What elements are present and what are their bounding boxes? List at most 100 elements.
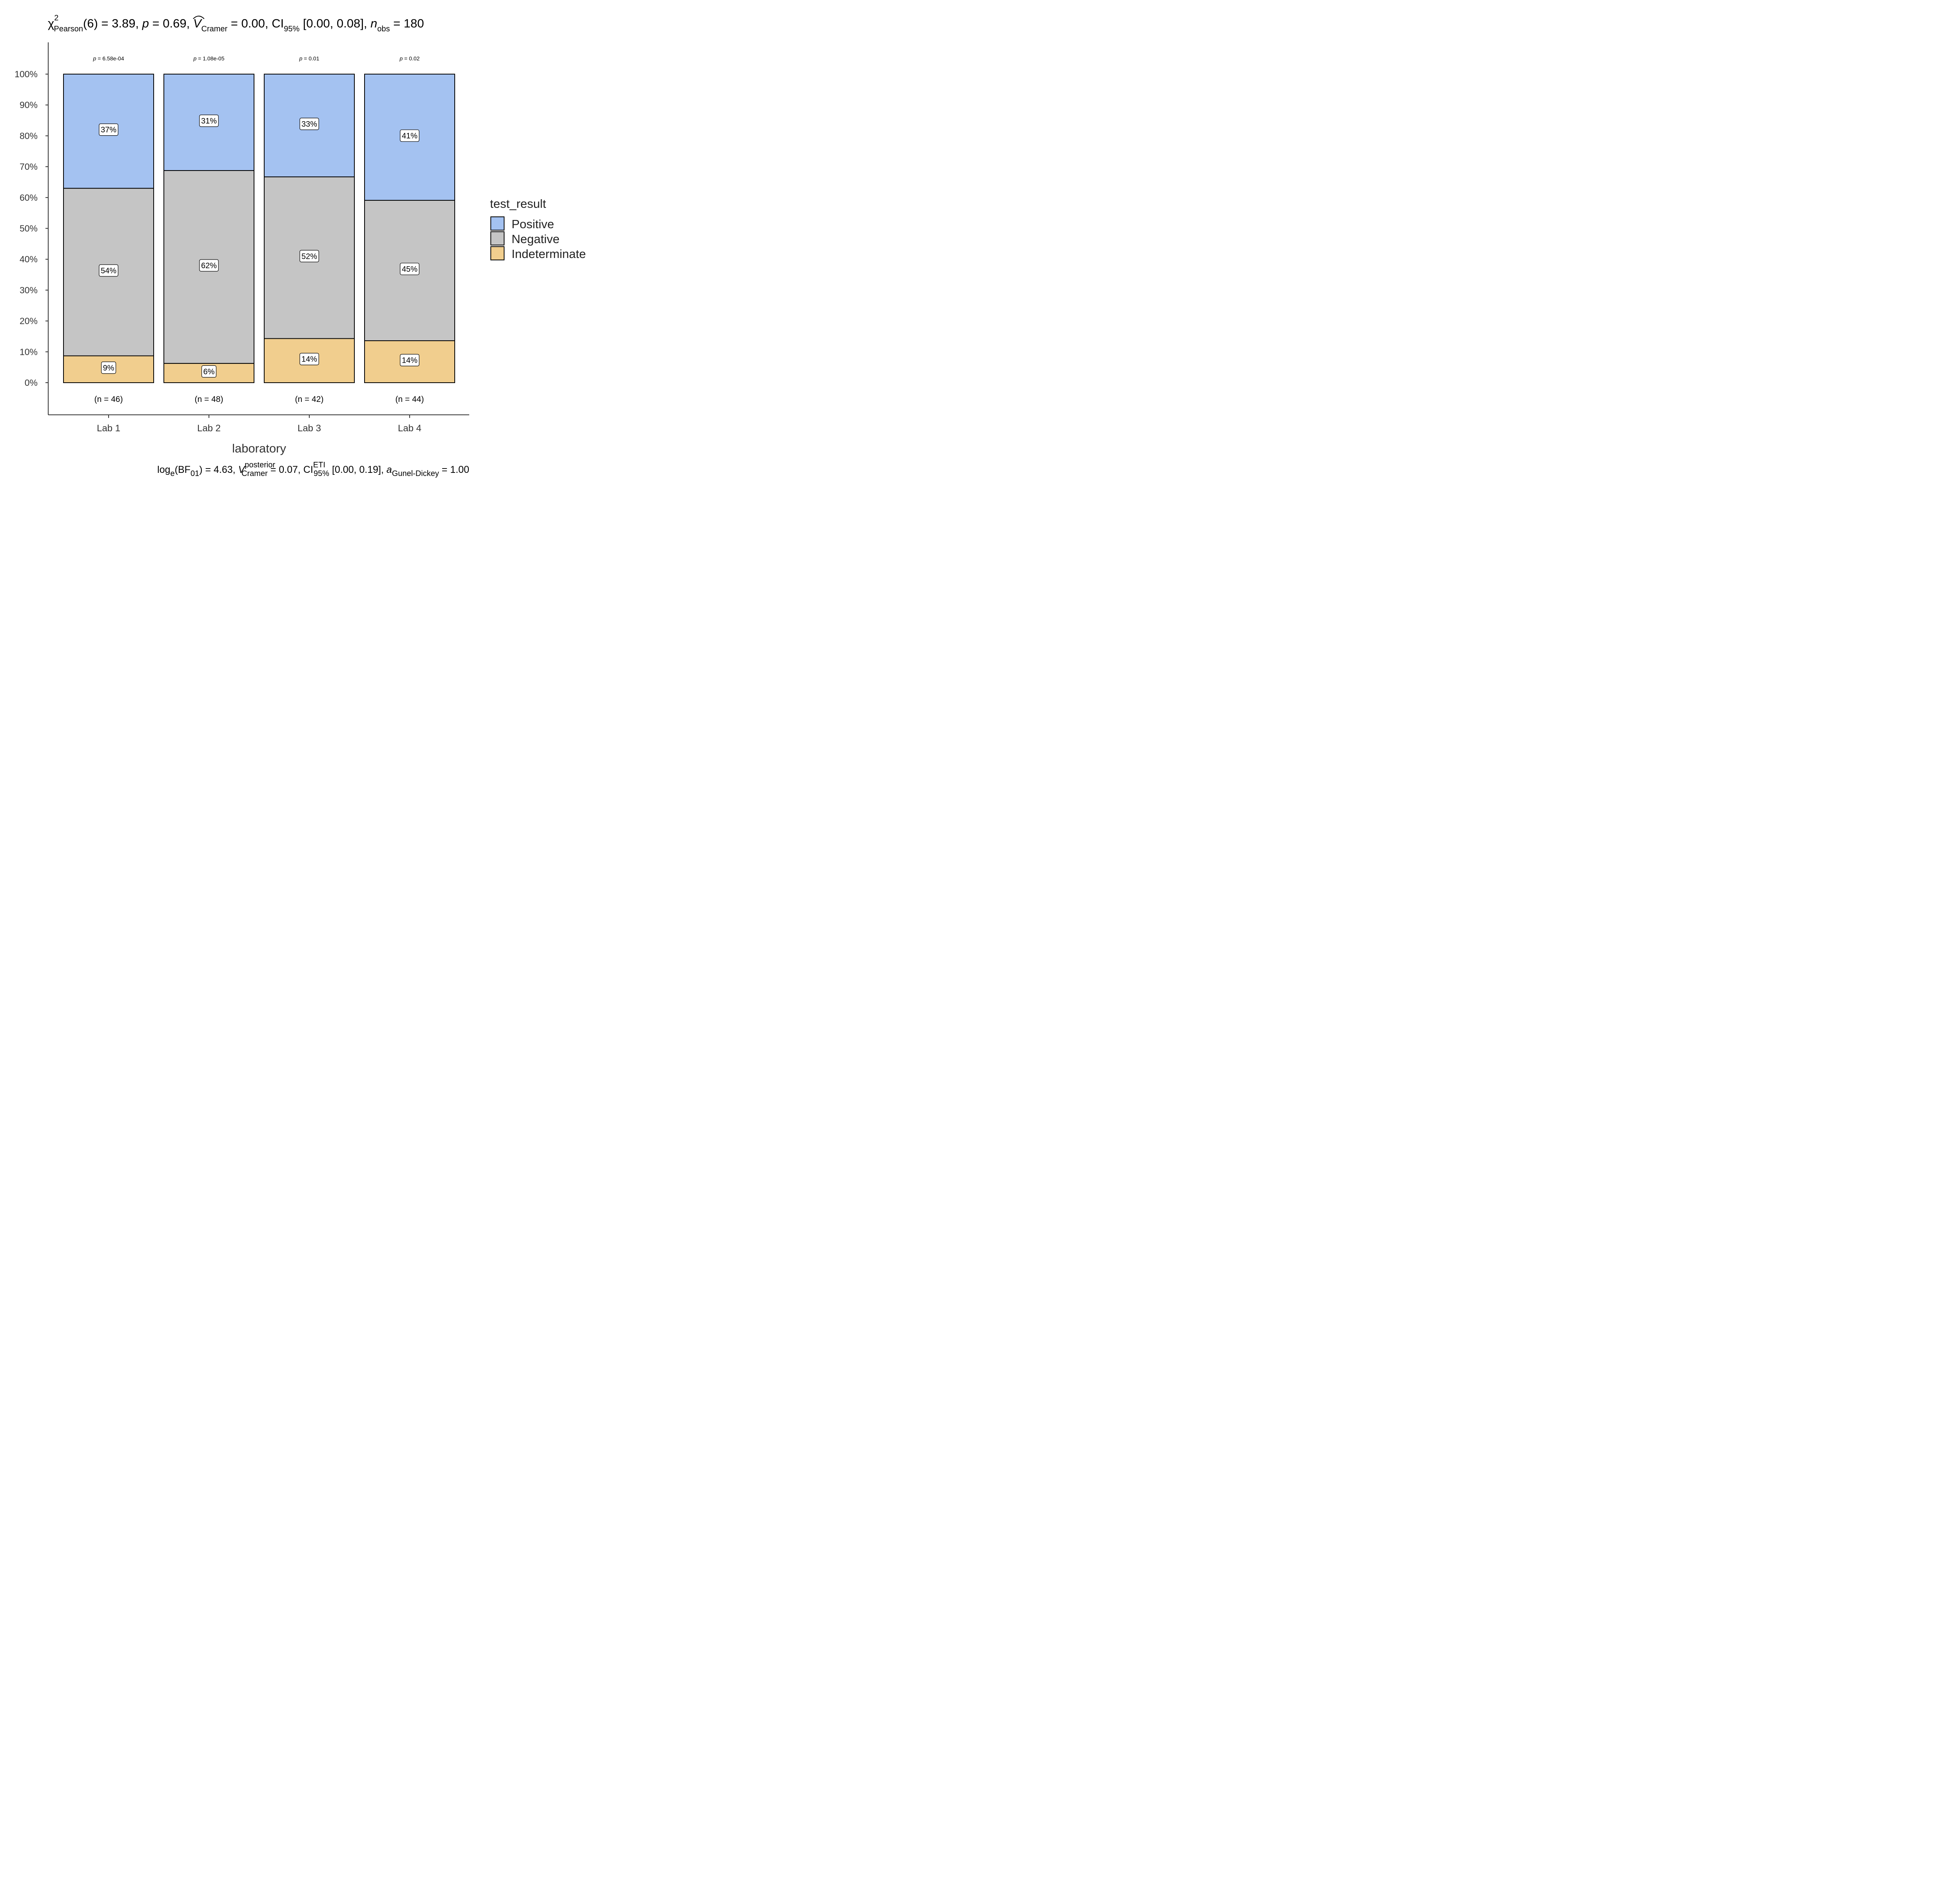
segment-label-text: 54%	[101, 267, 116, 275]
caption-bf-open: (BF	[175, 464, 191, 475]
segment-label-box	[299, 353, 319, 365]
segment-label: 54%	[99, 264, 118, 277]
caption-v-sup: posterior	[245, 461, 275, 469]
x-axis-label: laboratory	[232, 441, 286, 455]
caption-ci-sup: ETI	[313, 461, 325, 469]
segment-label: 41%	[400, 129, 419, 142]
p-value-label: p = 0.02	[399, 55, 420, 62]
caption-a-sub: Gunel-Dickey	[392, 469, 439, 478]
segment-label: 62%	[199, 259, 219, 272]
segment-label-text: 62%	[201, 262, 217, 270]
y-tick-label: 10%	[20, 347, 38, 357]
segment-label-text: 14%	[301, 355, 317, 364]
segment-label-box	[299, 118, 319, 130]
legend-item-label: Negative	[512, 232, 559, 246]
title-p-sym: p	[142, 16, 149, 30]
chart-caption: loge(BF01) = 4.63, Vposterior Cramer = 0.…	[157, 461, 469, 478]
y-tick-label: 40%	[20, 254, 38, 264]
segment-label-box	[400, 129, 419, 142]
legend-key	[490, 216, 505, 231]
title-df: (6) = 3.89,	[83, 16, 142, 30]
title-chi: χ	[48, 16, 54, 30]
caption-bf-val: ) = 4.63,	[199, 464, 238, 475]
x-tick-label: Lab 4	[398, 423, 421, 434]
segment-label-text: 37%	[101, 126, 116, 134]
title-n-sym: n	[370, 16, 377, 30]
title-n-sub: obs	[377, 25, 390, 33]
title-ci-sub: 95%	[284, 25, 299, 33]
segment-label-box	[400, 263, 419, 275]
y-ticks: 0% 10% 20% 30% 40% 50% 60% 70% 80% 90% 100%	[15, 69, 48, 388]
segment-label-box	[201, 365, 217, 378]
legend-key	[490, 231, 505, 245]
segment-label: 45%	[400, 263, 419, 275]
segment-label-text: 6%	[203, 367, 215, 376]
segment-label: 14%	[400, 354, 419, 367]
p-value-labels: p = 6.58e-04 p = 1.08e-05 p = 0.01 p = 0.02	[93, 55, 419, 62]
segment-label-box	[199, 114, 219, 127]
x-tick-label: Lab 1	[97, 423, 120, 434]
n-label: (n = 46)	[94, 395, 123, 404]
y-tick-label: 80%	[20, 131, 38, 141]
y-tick-label: 20%	[20, 316, 38, 326]
segment-label: 9%	[101, 362, 116, 374]
segment-label: 14%	[299, 353, 319, 365]
segment-label-box	[199, 259, 219, 272]
y-tick-label: 60%	[20, 193, 38, 203]
segment-label-box	[99, 123, 118, 136]
segment-label: 31%	[199, 114, 219, 127]
segment-label: 52%	[299, 250, 319, 262]
segment-label-text: 52%	[301, 252, 317, 261]
segment-label: 37%	[99, 123, 118, 136]
segment-labels: 9% 54% 37% 6% 62% 31% 14% 52% 33% 14% 45% 41%	[99, 114, 419, 378]
chart-title: χ2 Pearson(6) = 3.89, p = 0.69, VCramer =…	[48, 14, 424, 33]
segment-label-text: 45%	[402, 265, 417, 274]
segment-label-text: 33%	[301, 120, 317, 129]
bars	[63, 74, 455, 383]
segment-label: 33%	[299, 118, 319, 130]
segment-label-box	[400, 354, 419, 367]
caption-ci-val: [0.00, 0.19],	[329, 464, 387, 475]
caption-v-sym: V	[238, 464, 246, 475]
segment-label-box	[99, 264, 118, 277]
segment-label-text: 14%	[402, 356, 417, 365]
y-tick-label: 90%	[20, 100, 38, 110]
caption-a-sym: a	[387, 464, 392, 475]
segment-label-text: 31%	[201, 117, 217, 125]
caption-log-sub: e	[171, 469, 175, 478]
n-label: (n = 42)	[295, 395, 324, 404]
title-v-val: = 0.00, CI	[227, 16, 284, 30]
legend-item-label: Indeterminate	[512, 247, 586, 261]
n-label: (n = 48)	[195, 395, 223, 404]
p-value-label: p = 6.58e-04	[93, 55, 124, 62]
x-tick-label: Lab 3	[298, 423, 321, 434]
x-tick-label: Lab 2	[197, 423, 221, 434]
title-v-sub: Cramer	[201, 25, 228, 33]
caption-a-val: = 1.00	[439, 464, 469, 475]
caption-log: log	[157, 464, 170, 475]
y-tick-label: 70%	[20, 162, 38, 172]
legend-title: test_result	[490, 197, 546, 211]
title-v-hat	[193, 16, 205, 19]
legend: test_result PositiveNegativeIndeterminat…	[490, 197, 586, 261]
title-ci-val: [0.00, 0.08],	[299, 16, 370, 30]
x-ticks: Lab 1 Lab 2 Lab 3 Lab 4	[97, 415, 421, 434]
caption-ci-sub: 95%	[314, 469, 329, 478]
caption-bf-sub: 01	[191, 469, 199, 478]
segment-label: 6%	[201, 365, 217, 378]
segment-label-text: 9%	[103, 364, 114, 372]
y-tick-label: 100%	[15, 69, 38, 79]
title-p-val: = 0.69,	[149, 16, 193, 30]
title-n-val: = 180	[390, 16, 424, 30]
title-v-sym: V	[193, 16, 203, 30]
chart: χ2 Pearson(6) = 3.89, p = 0.69, VCramer =…	[15, 14, 586, 478]
p-value-label: p = 0.01	[299, 55, 319, 62]
segment-label-text: 41%	[402, 132, 417, 140]
y-tick-label: 30%	[20, 285, 38, 295]
n-labels: (n = 46) (n = 48) (n = 42) (n = 44)	[94, 395, 424, 404]
segment-label-box	[299, 250, 319, 262]
caption-v-val: = 0.07, CI	[268, 464, 313, 475]
segment-label-box	[101, 362, 116, 374]
n-label: (n = 44)	[396, 395, 424, 404]
title-chi-sub: Pearson	[54, 25, 83, 33]
